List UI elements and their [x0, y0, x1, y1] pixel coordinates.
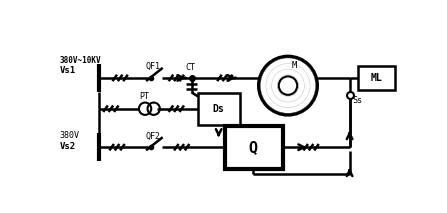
- Bar: [198, 93, 240, 125]
- Text: CT: CT: [186, 63, 196, 72]
- Text: Vs1: Vs1: [59, 66, 76, 75]
- Bar: [225, 127, 283, 169]
- Text: QF1: QF1: [146, 62, 160, 71]
- Text: Q: Q: [249, 140, 258, 155]
- Bar: [358, 66, 395, 90]
- Text: Ds: Ds: [213, 104, 224, 114]
- Text: ML: ML: [371, 73, 383, 83]
- Text: 380V~10KV: 380V~10KV: [59, 56, 101, 65]
- Text: 380V: 380V: [59, 131, 79, 140]
- Text: QF2: QF2: [146, 132, 160, 141]
- Text: M: M: [292, 61, 297, 70]
- Text: PT: PT: [139, 92, 149, 101]
- Text: Ss: Ss: [353, 96, 363, 105]
- Text: Vs2: Vs2: [59, 142, 76, 151]
